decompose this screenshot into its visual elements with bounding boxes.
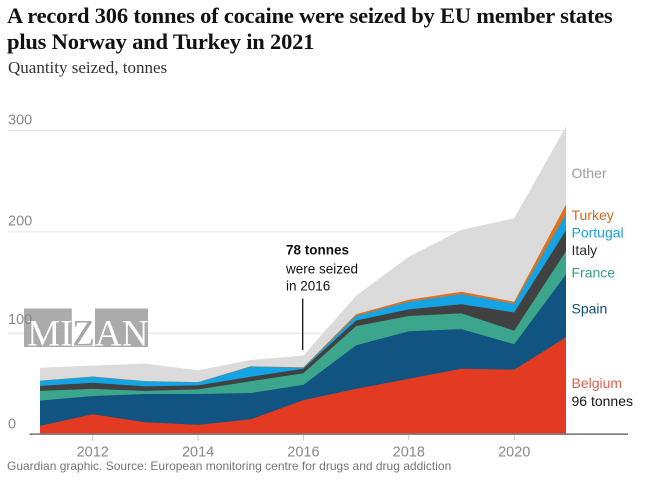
svg-text:2014: 2014 — [182, 445, 214, 461]
svg-text:2016: 2016 — [287, 445, 319, 461]
svg-text:Spain: Spain — [572, 301, 608, 317]
svg-text:Other: Other — [572, 165, 607, 181]
svg-text:Italy: Italy — [572, 242, 598, 258]
svg-text:Belgium: Belgium — [572, 375, 623, 391]
svg-text:96 tonnes: 96 tonnes — [572, 393, 634, 409]
svg-text:Portugal: Portugal — [572, 225, 624, 241]
svg-text:2012: 2012 — [77, 445, 109, 461]
svg-text:0: 0 — [8, 417, 16, 433]
svg-text:MI: MI — [27, 314, 72, 355]
svg-text:200: 200 — [8, 214, 32, 230]
svg-text:100: 100 — [8, 312, 32, 328]
svg-text:were seized: were seized — [285, 262, 358, 277]
svg-text:Turkey: Turkey — [572, 207, 614, 223]
svg-text:in 2016: in 2016 — [286, 279, 330, 294]
svg-text:2020: 2020 — [498, 445, 530, 461]
svg-text:78 tonnes: 78 tonnes — [286, 243, 349, 258]
svg-text:300: 300 — [8, 113, 32, 129]
svg-text:2018: 2018 — [393, 445, 425, 461]
svg-text:France: France — [572, 265, 616, 281]
svg-text:Z: Z — [72, 314, 95, 355]
svg-text:AN: AN — [95, 314, 148, 355]
